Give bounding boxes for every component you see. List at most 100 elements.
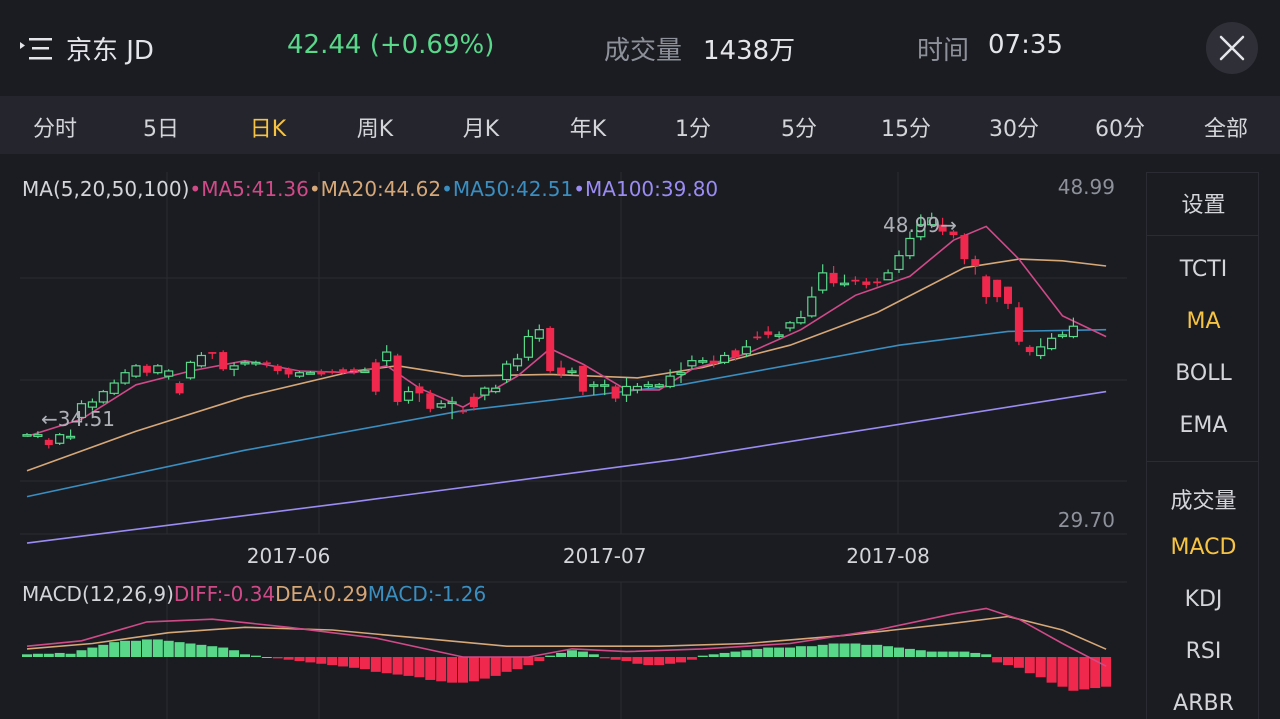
- macd-bar: [752, 648, 763, 657]
- ma-legend-item: •MA20:44.62: [309, 177, 441, 201]
- macd-bar: [621, 657, 632, 662]
- candle: [982, 274, 991, 304]
- kline-chart[interactable]: MA(5,20,50,100)•MA5:41.36•MA20:44.62•MA5…: [0, 154, 1146, 719]
- sidebar-item-boll[interactable]: BOLL: [1175, 361, 1232, 386]
- sidebar-settings[interactable]: 设置: [1181, 193, 1226, 218]
- macd-bar: [43, 653, 54, 657]
- macd-bar: [141, 639, 152, 657]
- macd-bar: [1101, 657, 1112, 687]
- candle: [796, 310, 806, 325]
- candle: [905, 231, 915, 260]
- macd-bar: [512, 657, 523, 670]
- macd-bar: [1079, 657, 1090, 690]
- macd-bar: [250, 655, 261, 657]
- macd-bar: [207, 646, 218, 657]
- candle: [818, 264, 828, 294]
- stock-name: 京东 JD: [66, 36, 154, 66]
- candle: [480, 386, 490, 401]
- sidebar-item-sub-4[interactable]: ARBR: [1173, 691, 1234, 716]
- macd-bar: [1057, 657, 1068, 687]
- macd-legend-diff: DIFF:-0.34: [174, 582, 275, 606]
- ma100-line: [26, 390, 1107, 544]
- sidebar-item-ema[interactable]: EMA: [1179, 413, 1228, 438]
- x-tick-label: 2017-08: [846, 544, 930, 568]
- tab-5[interactable]: 年K: [569, 117, 607, 142]
- candle: [894, 250, 904, 273]
- macd-bar: [338, 657, 349, 667]
- menu-icon[interactable]: [20, 34, 54, 64]
- macd-bar: [294, 657, 305, 662]
- tab-8[interactable]: 15分: [881, 117, 931, 142]
- sidebar-item-sub-0[interactable]: 成交量: [1170, 489, 1237, 514]
- macd-bar: [556, 652, 567, 657]
- candle: [1057, 331, 1068, 339]
- macd-bar: [98, 644, 109, 657]
- tab-3[interactable]: 周K: [356, 117, 394, 142]
- macd-bar: [490, 657, 501, 676]
- candle: [971, 255, 980, 275]
- macd-bar: [883, 646, 894, 657]
- candle: [415, 383, 424, 402]
- macd-bar: [948, 651, 959, 657]
- macd-bar: [937, 651, 948, 657]
- candle: [960, 233, 969, 265]
- candle: [1025, 345, 1034, 356]
- macd-bar: [588, 654, 599, 657]
- close-button[interactable]: [1206, 22, 1258, 74]
- candle: [447, 396, 457, 420]
- candle: [142, 364, 151, 377]
- candle: [611, 384, 620, 402]
- sidebar-item-tcti[interactable]: TCTI: [1179, 257, 1228, 282]
- candle: [785, 321, 795, 332]
- macd-bar: [643, 657, 654, 666]
- tab-11[interactable]: 全部: [1203, 117, 1249, 142]
- tab-7[interactable]: 5分: [781, 117, 817, 142]
- tab-4[interactable]: 月K: [462, 117, 500, 142]
- macd-bar: [534, 657, 545, 662]
- sidebar-divider: [1147, 235, 1258, 236]
- volume-value: 1438万: [703, 36, 796, 66]
- tab-6[interactable]: 1分: [675, 117, 711, 142]
- candle: [557, 360, 566, 378]
- candle: [949, 229, 958, 239]
- candle: [698, 357, 708, 365]
- macd-bar: [501, 657, 512, 672]
- tab-1[interactable]: 5日: [143, 117, 179, 142]
- candle: [1036, 338, 1046, 359]
- y-max-label: 48.99: [1058, 175, 1115, 199]
- candle: [328, 369, 337, 375]
- candle: [916, 214, 926, 241]
- tab-0[interactable]: 分时: [32, 117, 78, 142]
- candle: [76, 400, 87, 421]
- macd-bar: [795, 646, 806, 657]
- macd-bar: [817, 644, 828, 657]
- tab-2[interactable]: 日K: [249, 117, 287, 142]
- sidebar-item-sub-1[interactable]: MACD: [1170, 535, 1237, 560]
- macd-legend-prefix: MACD(12,26,9): [22, 582, 174, 606]
- macd-bar: [479, 657, 490, 679]
- candle: [523, 329, 534, 361]
- macd-bar: [654, 657, 665, 666]
- macd-bar: [915, 650, 926, 657]
- sidebar-divider: [1147, 461, 1258, 462]
- macd-bar: [567, 650, 577, 657]
- macd-bar: [719, 652, 730, 657]
- macd-bar: [1035, 657, 1046, 678]
- macd-bar: [872, 644, 883, 657]
- candle: [436, 400, 446, 409]
- candle: [709, 355, 718, 368]
- ma20-line: [26, 258, 1107, 472]
- sidebar-item-ma[interactable]: MA: [1186, 309, 1221, 334]
- candle: [273, 364, 282, 375]
- macd-bar: [54, 652, 65, 657]
- macd-bar: [730, 651, 741, 657]
- candle: [1004, 286, 1012, 310]
- sidebar-item-sub-2[interactable]: KDJ: [1184, 587, 1223, 612]
- macd-bar: [120, 640, 131, 657]
- candle: [22, 432, 32, 437]
- tab-10[interactable]: 60分: [1095, 117, 1145, 142]
- candle: [862, 278, 871, 289]
- tab-9[interactable]: 30分: [989, 117, 1039, 142]
- ma50-line: [26, 328, 1107, 498]
- sidebar-item-sub-3[interactable]: RSI: [1185, 639, 1222, 664]
